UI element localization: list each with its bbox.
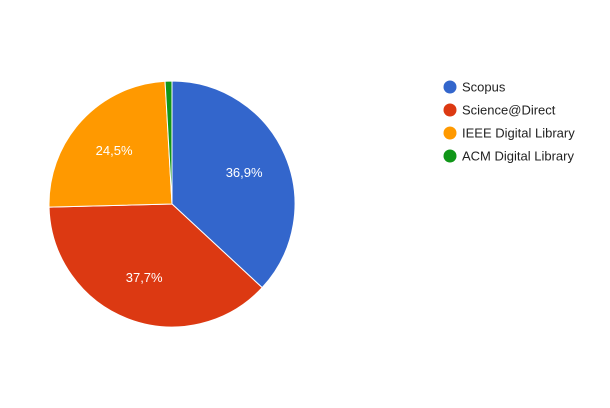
pie-slice-acm-digital-library[interactable] bbox=[164, 80, 173, 205]
pie-slice-scopus[interactable] bbox=[171, 80, 296, 289]
slice-data-label: 37,7% bbox=[126, 270, 163, 285]
legend-marker bbox=[443, 126, 457, 140]
slice-data-label: 36,9% bbox=[226, 165, 263, 180]
legend-marker bbox=[443, 149, 457, 163]
pie-slice-science-direct[interactable] bbox=[48, 203, 263, 328]
pie-slice-labels: 36,9% 37,7% 24,5% bbox=[96, 143, 263, 285]
legend-label[interactable]: Scopus bbox=[462, 80, 506, 95]
legend-marker bbox=[443, 80, 457, 94]
pie-slices bbox=[48, 80, 296, 328]
legend-marker bbox=[443, 103, 457, 117]
slice-data-label: 24,5% bbox=[96, 143, 133, 158]
pie-slice-ieee-digital-library[interactable] bbox=[48, 80, 173, 208]
legend-label[interactable]: Science@Direct bbox=[462, 103, 556, 118]
legend-label[interactable]: IEEE Digital Library bbox=[462, 126, 575, 141]
legend-label[interactable]: ACM Digital Library bbox=[462, 149, 574, 164]
legend: Scopus Science@Direct IEEE Digital Library… bbox=[443, 80, 575, 164]
